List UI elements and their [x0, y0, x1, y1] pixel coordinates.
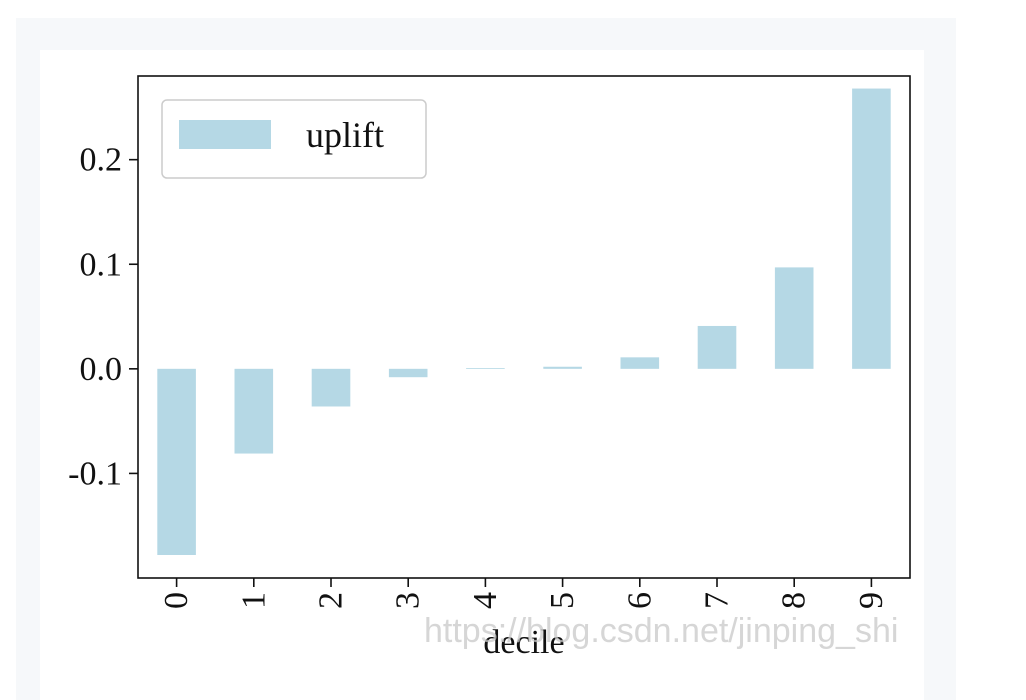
x-tick-label: 4 — [467, 592, 504, 609]
plot-frame — [137, 75, 911, 579]
x-tick-label: 1 — [235, 592, 272, 609]
x-tick-label: 9 — [853, 592, 890, 609]
bar-decile-7 — [697, 325, 737, 369]
x-tick-label: 6 — [621, 592, 658, 609]
x-tick-label: 2 — [313, 592, 350, 609]
bar-decile-6 — [620, 357, 660, 369]
x-tick-label: 8 — [776, 592, 813, 609]
legend-label: uplift — [306, 115, 384, 155]
x-tick-label: 7 — [699, 592, 736, 609]
x-tick-label: 3 — [390, 592, 427, 609]
legend-swatch — [179, 120, 271, 149]
x-axis-label: decile — [483, 624, 564, 661]
y-axis: -0.1 0.0 0.1 0.2 — [68, 142, 138, 492]
bar-decile-3 — [388, 368, 428, 378]
bar-decile-1 — [234, 368, 274, 454]
y-tick-label: 0.2 — [80, 142, 123, 179]
y-tick-label: 0.1 — [80, 246, 123, 283]
y-tick-label: 0.0 — [80, 351, 123, 388]
bar-decile-2 — [311, 368, 351, 407]
bar-decile-5 — [543, 366, 582, 369]
bar-decile-4 — [466, 368, 505, 369]
legend-box — [161, 99, 427, 179]
y-tick-label: -0.1 — [68, 455, 122, 492]
x-tick-label: 5 — [544, 592, 581, 609]
bars-group — [157, 88, 891, 555]
bar-decile-9 — [852, 88, 891, 369]
bar-decile-8 — [774, 267, 814, 369]
x-axis: 0 1 2 3 4 5 6 7 8 9 — [158, 578, 890, 609]
watermark-text: https://blog.csdn.net/jinping_shi — [424, 612, 899, 650]
legend: uplift — [161, 99, 427, 179]
x-tick-label: 0 — [158, 592, 195, 609]
bar-decile-0 — [157, 368, 196, 555]
